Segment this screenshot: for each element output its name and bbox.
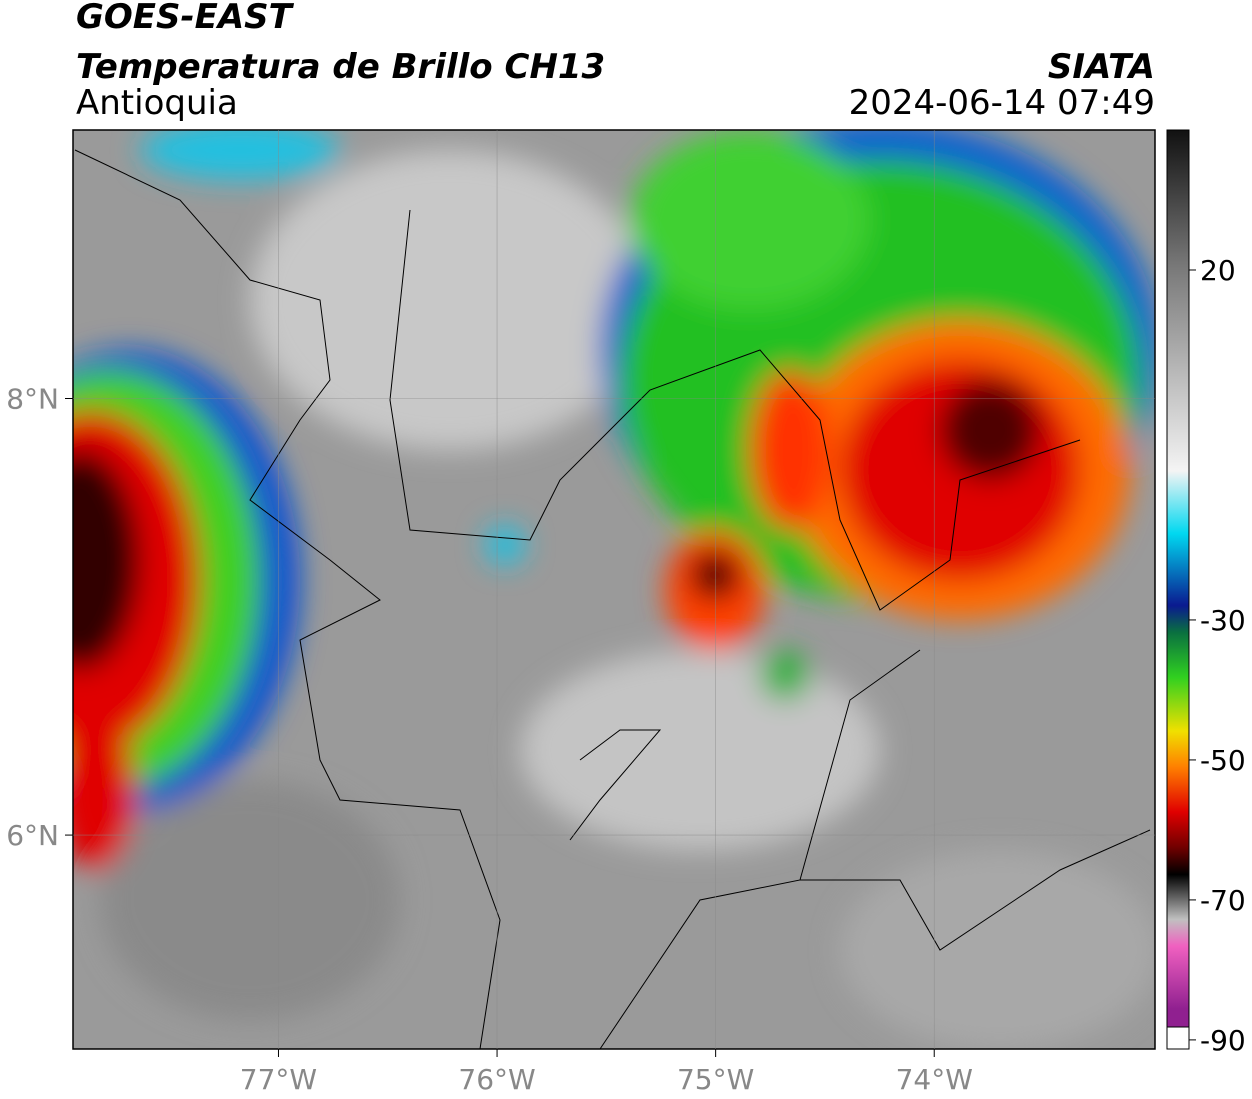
colorbar-tick-label: 20 [1200, 254, 1236, 287]
subtitle: Temperatura de Brillo CH13 [76, 47, 605, 87]
colorbar-tick-label: -90 [1200, 1024, 1246, 1057]
y-tick-label: 6°N [6, 819, 59, 852]
x-tick-label: 74°W [896, 1063, 973, 1096]
x-tick-label: 75°W [677, 1063, 754, 1096]
y-tick-label: 8°N [6, 382, 59, 415]
colorbar-under [1166, 1026, 1190, 1050]
borders [74, 149, 1151, 1049]
source: SIATA [1048, 47, 1155, 87]
colorbar [1167, 130, 1189, 1027]
map-frame [72, 129, 1156, 1050]
map-imagery [73, 130, 1155, 1049]
region: Antioquia [76, 83, 238, 123]
x-tick-label: 77°W [240, 1063, 317, 1096]
colorbar-tick-label: -50 [1200, 744, 1246, 777]
colorbar-frame [1166, 129, 1190, 1050]
x-tick-label: 76°W [458, 1063, 535, 1096]
colorbar-tick-label: -70 [1200, 884, 1246, 917]
title: GOES-EAST [76, 0, 295, 37]
datetime: 2024-06-14 07:49 [849, 83, 1155, 123]
colorbar-tick-label: -30 [1200, 604, 1246, 637]
